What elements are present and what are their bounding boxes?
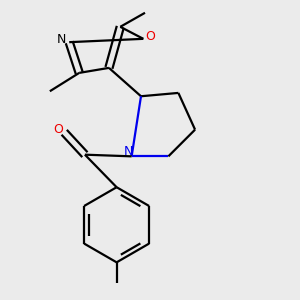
- Text: O: O: [145, 30, 155, 43]
- Text: N: N: [57, 33, 66, 46]
- Text: N: N: [124, 145, 133, 158]
- Text: O: O: [53, 123, 63, 136]
